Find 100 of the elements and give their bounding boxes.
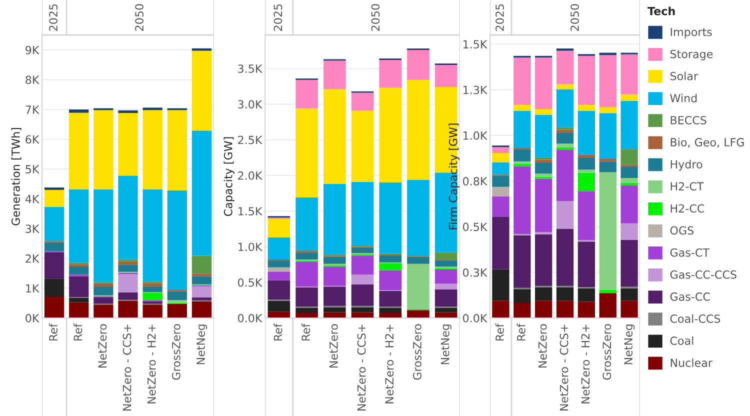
- bar: [620, 182, 638, 186]
- bar: [192, 130, 212, 256]
- bar: [620, 223, 638, 240]
- y-tick-label: 0.5K: [463, 222, 488, 232]
- x-tick-label: NetZero - CCS+: [122, 324, 132, 410]
- legend-label: Solar: [670, 72, 698, 80]
- bar: [434, 252, 458, 260]
- bar: [192, 48, 212, 51]
- bar: [535, 178, 552, 232]
- legend-label: Coal: [670, 336, 694, 345]
- bar: [142, 286, 162, 292]
- bar: [118, 176, 138, 260]
- y-tick-label: 3K: [26, 224, 40, 234]
- bar: [599, 290, 616, 294]
- bar: [556, 89, 574, 128]
- bar: [118, 274, 138, 292]
- x-tick-label: NetZero - H2+: [385, 324, 394, 404]
- bar: [620, 178, 638, 183]
- y-tick-label: 7K: [26, 106, 40, 114]
- bar: [296, 313, 318, 318]
- bar: [535, 162, 552, 174]
- bar: [492, 269, 510, 301]
- bar: [599, 52, 616, 56]
- bar: [434, 260, 458, 267]
- bar: [379, 88, 402, 183]
- x-tick-label: Ref: [495, 323, 504, 340]
- legend-label: Nuclear: [670, 358, 712, 367]
- y-tick-label: 2.5K: [238, 136, 262, 144]
- bar: [142, 292, 162, 300]
- bar: [69, 189, 89, 263]
- bar: [514, 166, 531, 234]
- bar: [578, 170, 595, 173]
- bar: [351, 256, 374, 275]
- y-tick-label: 1.0K: [463, 131, 488, 140]
- x-tick-label: Ref: [516, 323, 526, 340]
- bar: [118, 261, 138, 265]
- bar: [556, 144, 574, 148]
- y-tick-label: 1.5K: [463, 40, 488, 49]
- bar: [492, 186, 510, 196]
- legend-label: Storage: [670, 50, 713, 60]
- bar: [44, 296, 64, 318]
- x-tick-label: Ref: [274, 323, 282, 340]
- bar: [69, 109, 89, 113]
- x-tick-label: NetNeg: [196, 324, 208, 364]
- bar: [296, 108, 318, 198]
- legend-label: Wind: [670, 94, 697, 102]
- bar: [578, 302, 595, 318]
- bar: [379, 313, 402, 318]
- bar: [556, 228, 574, 286]
- y-tick-label: 2.0K: [238, 171, 262, 180]
- bar: [268, 237, 290, 260]
- bar: [167, 304, 187, 318]
- bar: [351, 110, 374, 182]
- bar: [192, 276, 212, 284]
- bar: [535, 114, 552, 158]
- y-tick-label: 0.5K: [238, 278, 262, 287]
- bar: [296, 80, 318, 108]
- bar: [556, 84, 574, 90]
- x-tick-label: NetZero: [538, 324, 547, 368]
- bar: [324, 184, 346, 255]
- bar: [599, 158, 616, 162]
- bar: [599, 161, 616, 172]
- bar: [324, 60, 346, 90]
- bar: [192, 301, 212, 318]
- bar: [118, 300, 138, 318]
- legend-label: Gas-CC-CCS: [670, 270, 736, 279]
- bar: [556, 150, 574, 202]
- bar: [94, 304, 114, 318]
- bar: [118, 110, 138, 114]
- x-tick-label: GrossZero: [172, 324, 180, 380]
- bar: [192, 297, 212, 300]
- bar: [94, 110, 114, 190]
- bar: [514, 104, 531, 111]
- bar: [268, 280, 290, 300]
- x-tick-label: NetZero - H2+: [147, 324, 156, 404]
- legend-label: Gas-CC: [670, 292, 710, 301]
- bar: [142, 189, 162, 282]
- bar: [407, 180, 430, 256]
- bar: [620, 54, 638, 94]
- bar: [167, 190, 187, 290]
- y-axis-title: Capacity [GW]: [224, 137, 234, 216]
- bar: [44, 206, 64, 242]
- bar: [556, 300, 574, 318]
- bar: [142, 108, 162, 110]
- bar: [324, 256, 346, 264]
- bar: [620, 240, 638, 287]
- bar: [69, 276, 89, 298]
- bar: [599, 107, 616, 114]
- bar: [296, 252, 318, 260]
- bar: [379, 182, 402, 254]
- bar: [535, 160, 552, 163]
- bar: [379, 308, 402, 314]
- bar: [514, 289, 531, 304]
- legend-label: BECCS: [670, 116, 706, 124]
- bar: [69, 112, 89, 190]
- bar: [514, 235, 531, 288]
- bar: [407, 50, 430, 80]
- bar: [434, 284, 458, 290]
- text: 2025: [49, 4, 58, 31]
- y-axis-title: Generation [TWh]: [11, 128, 22, 226]
